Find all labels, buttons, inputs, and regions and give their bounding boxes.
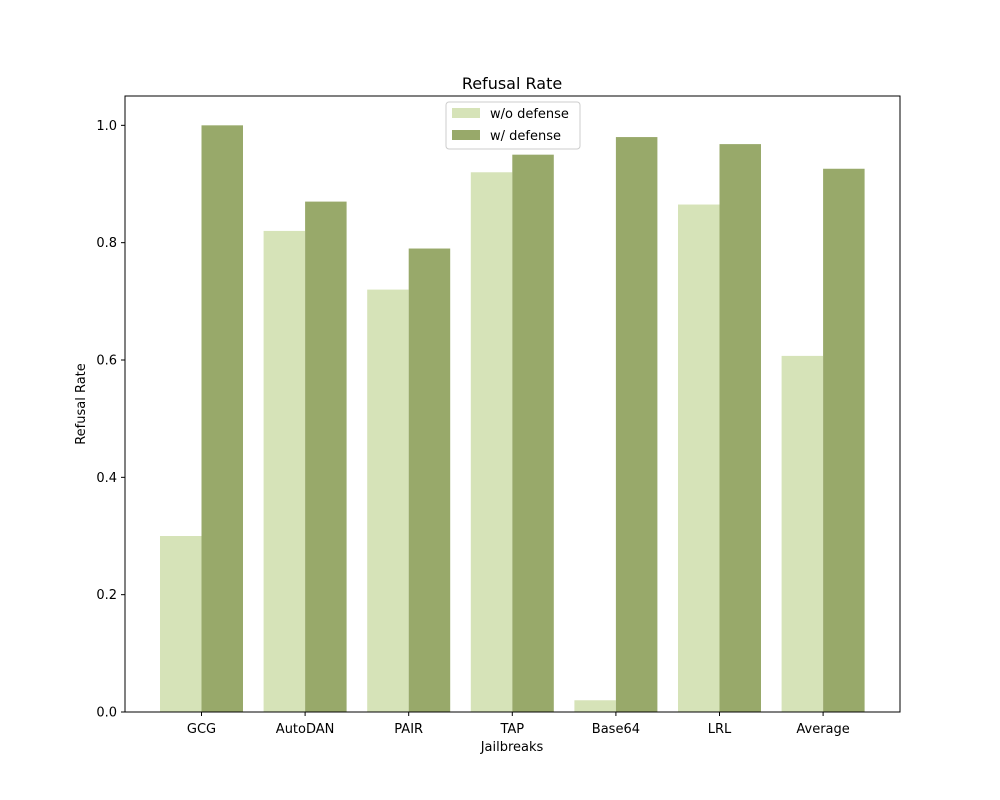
x-tick-label-lrl: LRL [708, 722, 732, 737]
bar-base64-without-defense [574, 700, 616, 712]
bar-lrl-without-defense [678, 204, 720, 712]
chart-title: Refusal Rate [462, 74, 562, 93]
x-tick-label-tap: TAP [499, 722, 524, 737]
bar-base64-with-defense [615, 137, 658, 712]
y-tick-label: 0.6 [96, 354, 117, 369]
x-tick-label-average: Average [796, 722, 849, 737]
x-axis-label: Jailbreaks [480, 740, 544, 755]
bar-pair-without-defense [367, 289, 409, 712]
plot-area-frame [124, 95, 901, 713]
legend-swatch-without-defense [452, 108, 480, 118]
y-tick-label: 1.0 [96, 119, 117, 134]
bar-lrl-with-defense [719, 144, 761, 713]
bar-autodan-without-defense [263, 230, 306, 712]
x-axis: GCG AutoDAN PAIR TAP Base64 LRL Average [187, 712, 850, 737]
bar-gcg-without-defense [160, 536, 202, 712]
legend-label-without-defense: w/o defense [490, 107, 569, 122]
y-tick-label: 0.8 [96, 236, 117, 251]
legend-swatch-with-defense [452, 130, 480, 140]
y-tick-label: 0.0 [96, 706, 117, 721]
y-axis-label: Refusal Rate [74, 363, 89, 445]
x-tick-label-base64: Base64 [592, 722, 640, 737]
bar-average-without-defense [781, 355, 824, 712]
y-axis: 0.0 0.2 0.4 0.6 0.8 1.0 [96, 119, 125, 721]
y-tick-label: 0.4 [96, 471, 117, 486]
x-tick-label-gcg: GCG [187, 722, 216, 737]
x-tick-label-pair: PAIR [394, 722, 423, 737]
y-tick-label: 0.2 [96, 588, 117, 603]
x-tick-label-autodan: AutoDAN [276, 722, 335, 737]
bars-layer [160, 125, 865, 713]
legend: w/o defense w/ defense [445, 101, 581, 150]
bar-pair-with-defense [408, 248, 451, 712]
bar-average-with-defense [823, 168, 865, 712]
bar-gcg-with-defense [201, 125, 243, 712]
bar-tap-without-defense [470, 172, 513, 712]
legend-label-with-defense: w/ defense [490, 129, 561, 144]
bar-tap-with-defense [512, 154, 554, 713]
bar-autodan-with-defense [305, 201, 347, 712]
